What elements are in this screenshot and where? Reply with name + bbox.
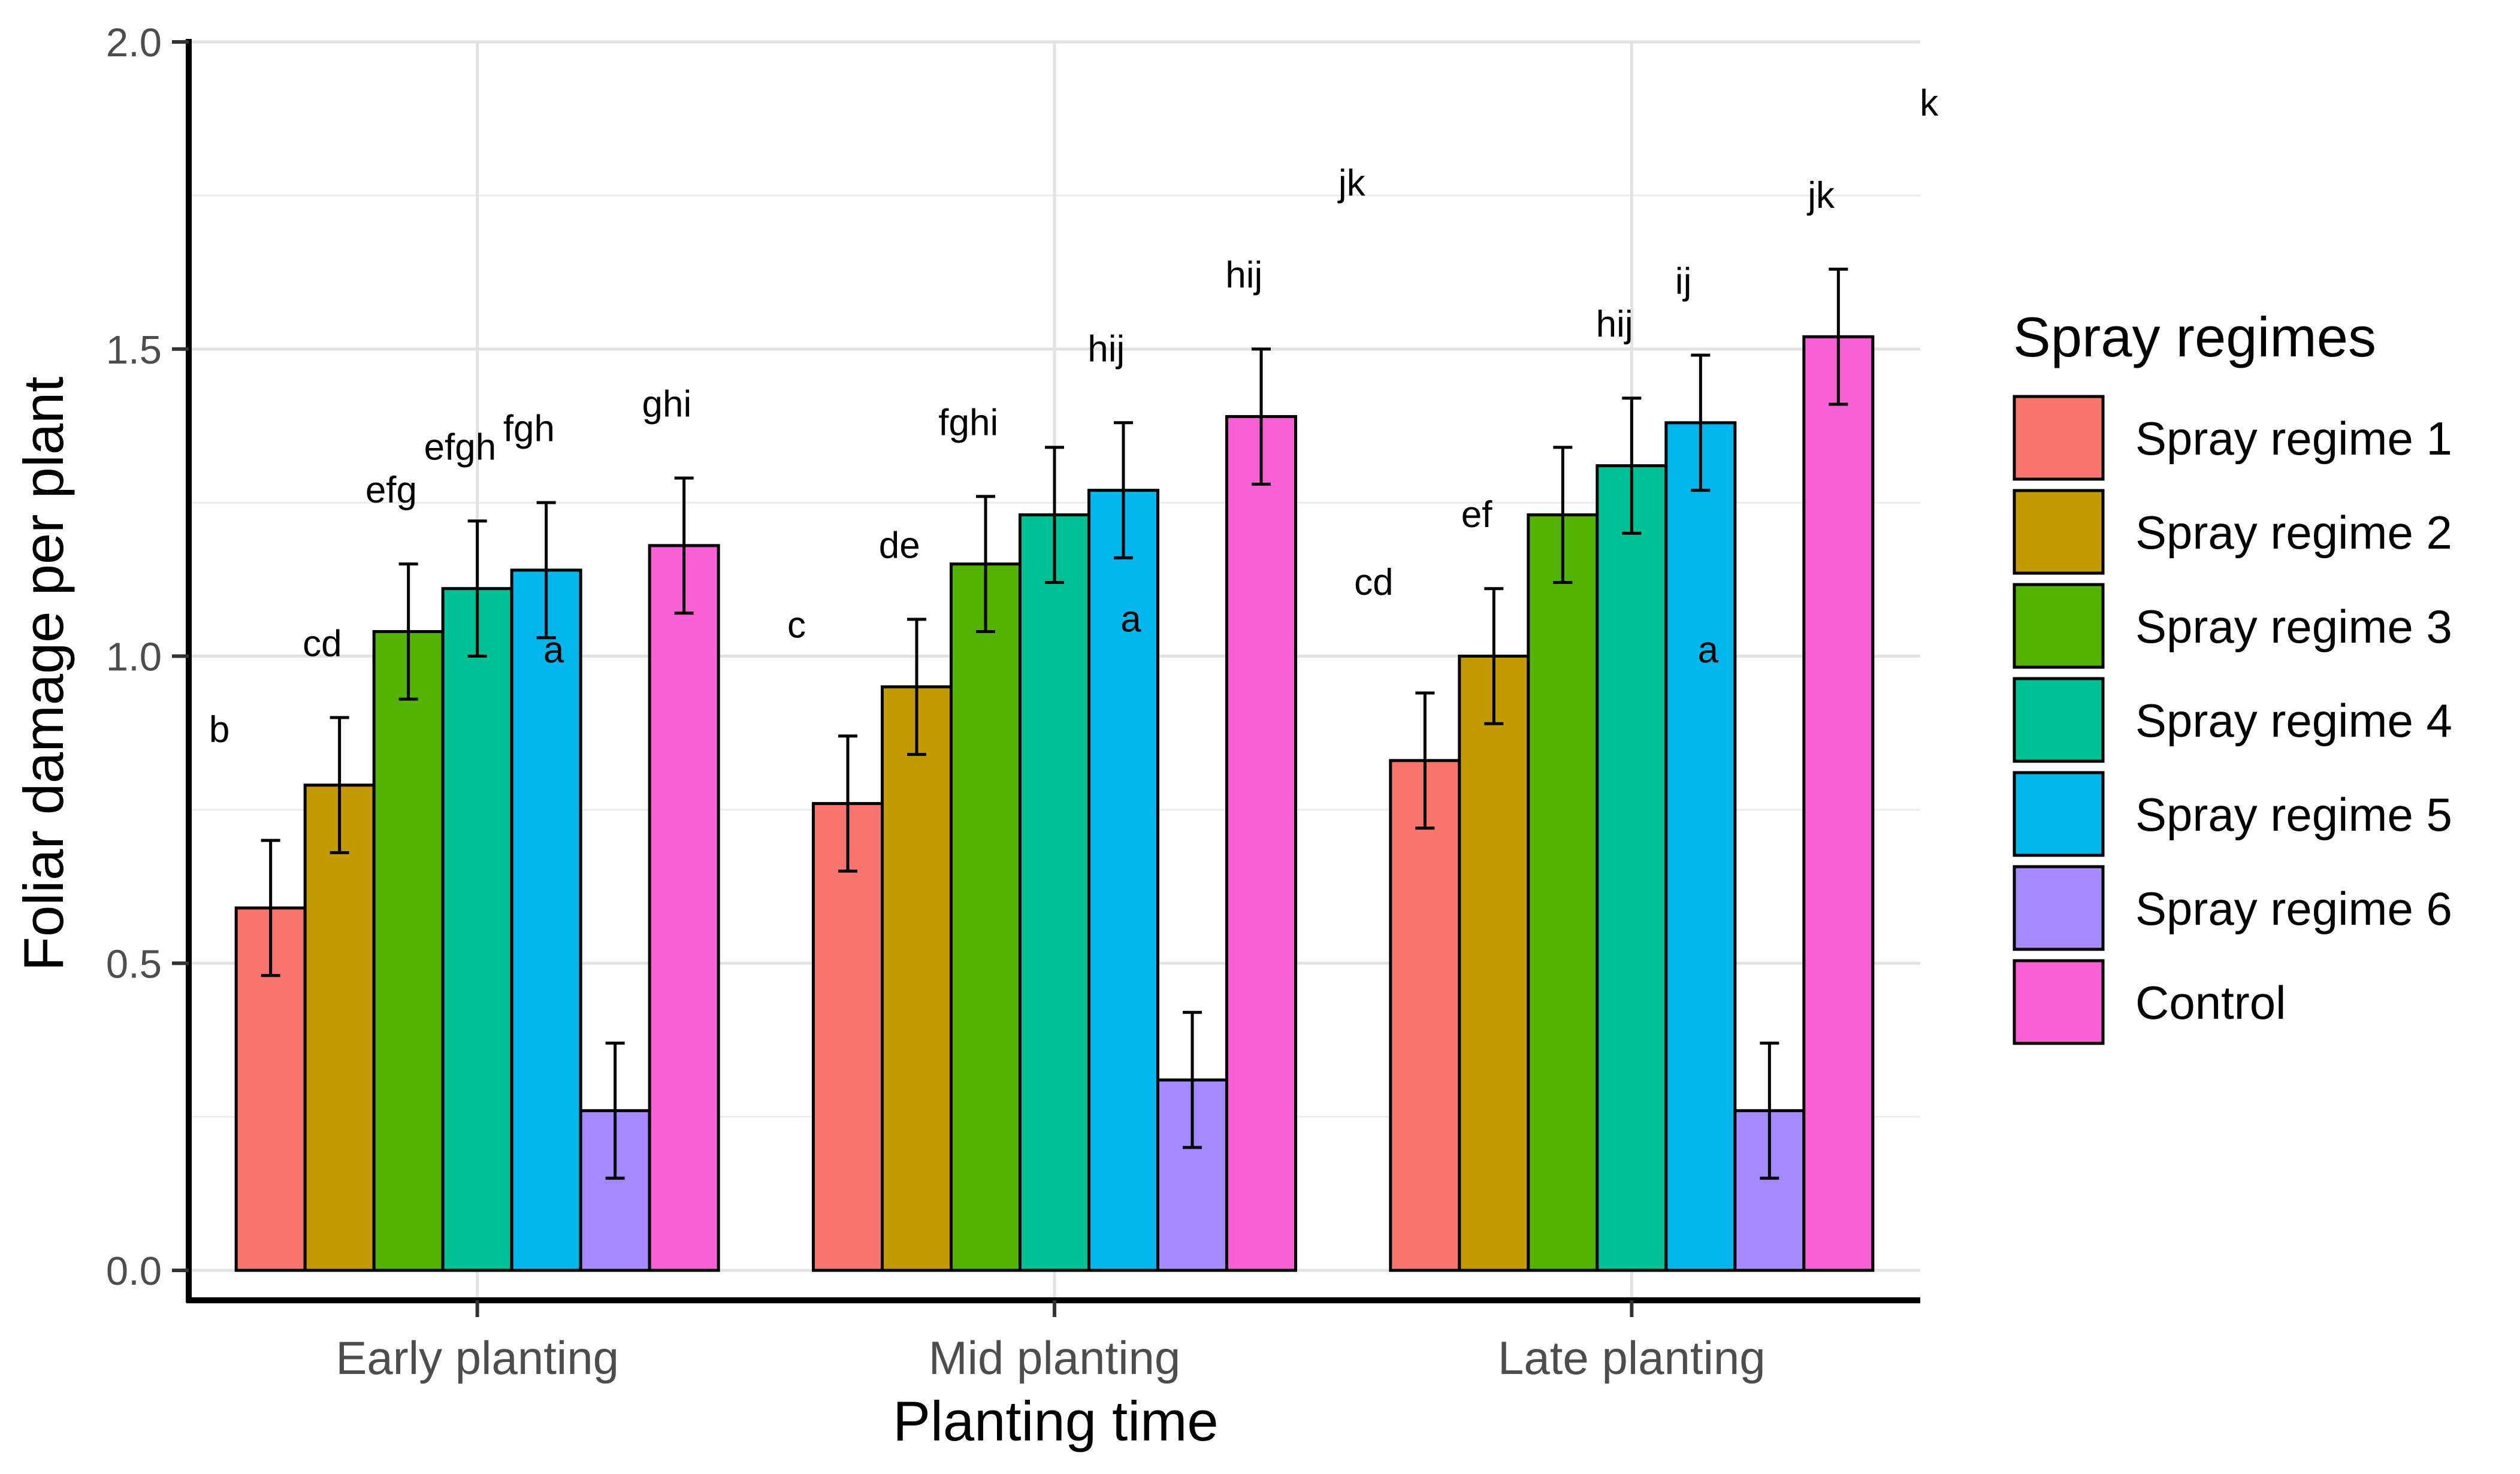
error-bars	[261, 267, 1848, 1180]
legend-title: Spray regimes	[2013, 305, 2376, 368]
y-axis-title: Foliar damage per plant	[12, 377, 75, 971]
x-tick-label: Mid planting	[929, 1331, 1181, 1384]
legend-label: Spray regime 1	[2135, 412, 2452, 465]
significance-letter: de	[879, 525, 920, 566]
legend-label: Spray regime 2	[2135, 506, 2452, 559]
bar-control-1	[1225, 415, 1297, 1272]
bar-spray-regime-1-1	[812, 802, 884, 1272]
legend-key-spray-regime-1	[2013, 395, 2105, 481]
significance-letter: k	[1920, 83, 1939, 124]
y-tick-labels: 0.0 0.5 1.0 1.5 2.0	[106, 20, 189, 1294]
significance-letter: c	[787, 605, 806, 646]
significance-letter: hij	[1225, 255, 1262, 296]
significance-letter: fghi	[938, 402, 998, 443]
bar-spray-regime-2-1	[881, 685, 953, 1272]
significance-letter: cd	[303, 624, 342, 665]
y-tick-label: 1.0	[106, 635, 162, 680]
significance-letter: efgh	[424, 426, 497, 468]
significance-letter: a	[1698, 629, 1719, 671]
significance-letter: ij	[1675, 261, 1692, 302]
bar-spray-regime-2-0	[303, 783, 376, 1272]
legend-label: Spray regime 3	[2135, 600, 2452, 653]
legend-label: Spray regime 4	[2135, 694, 2452, 747]
legend-items: Spray regime 1 Spray regime 2 Spray regime…	[2013, 395, 2452, 1045]
significance-letter: jk	[1806, 175, 1835, 216]
bar-spray-regime-5-0	[510, 568, 582, 1272]
x-tick-labels: Early planting Mid planting Late planting	[336, 1300, 1766, 1384]
legend-label: Spray regime 6	[2135, 882, 2452, 935]
bar-spray-regime-4-0	[441, 587, 513, 1272]
legend-key-control	[2013, 959, 2105, 1045]
significance-letter: ghi	[642, 384, 692, 425]
legend-key-spray-regime-5	[2013, 771, 2105, 857]
y-tick-label: 1.5	[106, 328, 162, 373]
bar-control-2	[1802, 335, 1875, 1272]
bar-spray-regime-4-2	[1596, 464, 1668, 1272]
legend-key-spray-regime-2	[2013, 489, 2105, 575]
bar-spray-regime-5-2	[1664, 421, 1737, 1272]
bar-spray-regime-3-0	[372, 629, 445, 1272]
bars	[234, 335, 1875, 1272]
significance-letter: a	[1120, 598, 1141, 640]
legend-key-spray-regime-6	[2013, 865, 2105, 951]
bar-spray-regime-5-1	[1087, 489, 1159, 1272]
significance-letter: fgh	[503, 408, 555, 450]
y-tick-label: 0.5	[106, 942, 162, 986]
x-axis-title: Planting time	[893, 1390, 1218, 1452]
y-tick-label: 0.0	[106, 1249, 162, 1294]
significance-letter: ef	[1461, 494, 1492, 535]
legend-key-spray-regime-4	[2013, 677, 2105, 763]
y-tick-label: 2.0	[106, 20, 162, 65]
legend-label: Control	[2135, 976, 2286, 1029]
bar-spray-regime-3-1	[950, 562, 1022, 1272]
bar-spray-regime-4-1	[1019, 513, 1090, 1272]
legend-label: Spray regime 5	[2135, 788, 2452, 841]
significance-letter: cd	[1354, 562, 1393, 603]
significance-letter: a	[543, 629, 564, 671]
x-tick-label: Late planting	[1498, 1331, 1766, 1384]
bar-spray-regime-2-2	[1458, 655, 1530, 1272]
significance-letter: jk	[1337, 162, 1366, 204]
significance-letter: efg	[365, 470, 417, 511]
bar-control-0	[648, 544, 720, 1272]
bar-spray-regime-3-2	[1527, 513, 1599, 1272]
significance-letter: b	[209, 709, 229, 750]
x-tick-label: Early planting	[336, 1331, 619, 1384]
significance-letter: hij	[1087, 328, 1125, 370]
significance-letter: hij	[1596, 304, 1633, 345]
legend-key-spray-regime-3	[2013, 583, 2105, 669]
bar-spray-regime-1-2	[1389, 759, 1461, 1272]
